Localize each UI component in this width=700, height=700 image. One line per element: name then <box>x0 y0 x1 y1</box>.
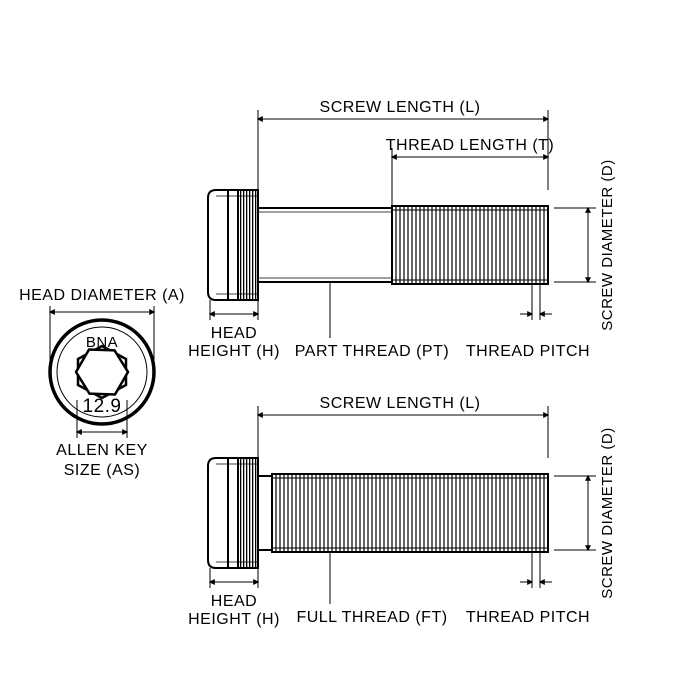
screw-top: SCREW LENGTH (L) THREAD LENGTH (T) <box>188 99 616 360</box>
label-thread-pitch-bot: THREAD PITCH <box>466 609 590 626</box>
thread-region-bot <box>272 474 548 552</box>
screw-bottom: SCREW LENGTH (L) <box>188 395 616 628</box>
front-class-text: 12.9 <box>83 396 122 417</box>
label-full-thread: FULL THREAD (FT) <box>296 609 447 626</box>
label-thread-pitch-top: THREAD PITCH <box>466 343 590 360</box>
label-screw-diameter-bot: SCREW DIAMETER (D) <box>599 427 616 599</box>
label-head-height-bot-2: HEIGHT (H) <box>188 611 280 628</box>
label-screw-length-bot: SCREW LENGTH (L) <box>320 395 481 412</box>
label-part-thread: PART THREAD (PT) <box>295 343 449 360</box>
label-thread-length: THREAD LENGTH (T) <box>386 137 555 154</box>
shank-top <box>258 208 392 282</box>
front-view: HEAD DIAMETER (A) BNA 12.9 ALLEN KEY SIZ… <box>19 287 185 479</box>
screw-head-top <box>208 190 258 300</box>
label-screw-diameter-top: SCREW DIAMETER (D) <box>599 159 616 331</box>
label-head-height-top-1: HEAD <box>211 325 257 342</box>
label-head-height-bot-1: HEAD <box>211 593 257 610</box>
thread-region-top <box>392 206 554 284</box>
label-screw-length-top: SCREW LENGTH (L) <box>320 99 481 116</box>
label-head-height-top-2: HEIGHT (H) <box>188 343 280 360</box>
label-allen-key-1: ALLEN KEY <box>56 442 148 459</box>
label-head-diameter: HEAD DIAMETER (A) <box>19 287 185 304</box>
label-allen-key-2: SIZE (AS) <box>64 462 141 479</box>
screw-head-bot <box>208 458 258 568</box>
